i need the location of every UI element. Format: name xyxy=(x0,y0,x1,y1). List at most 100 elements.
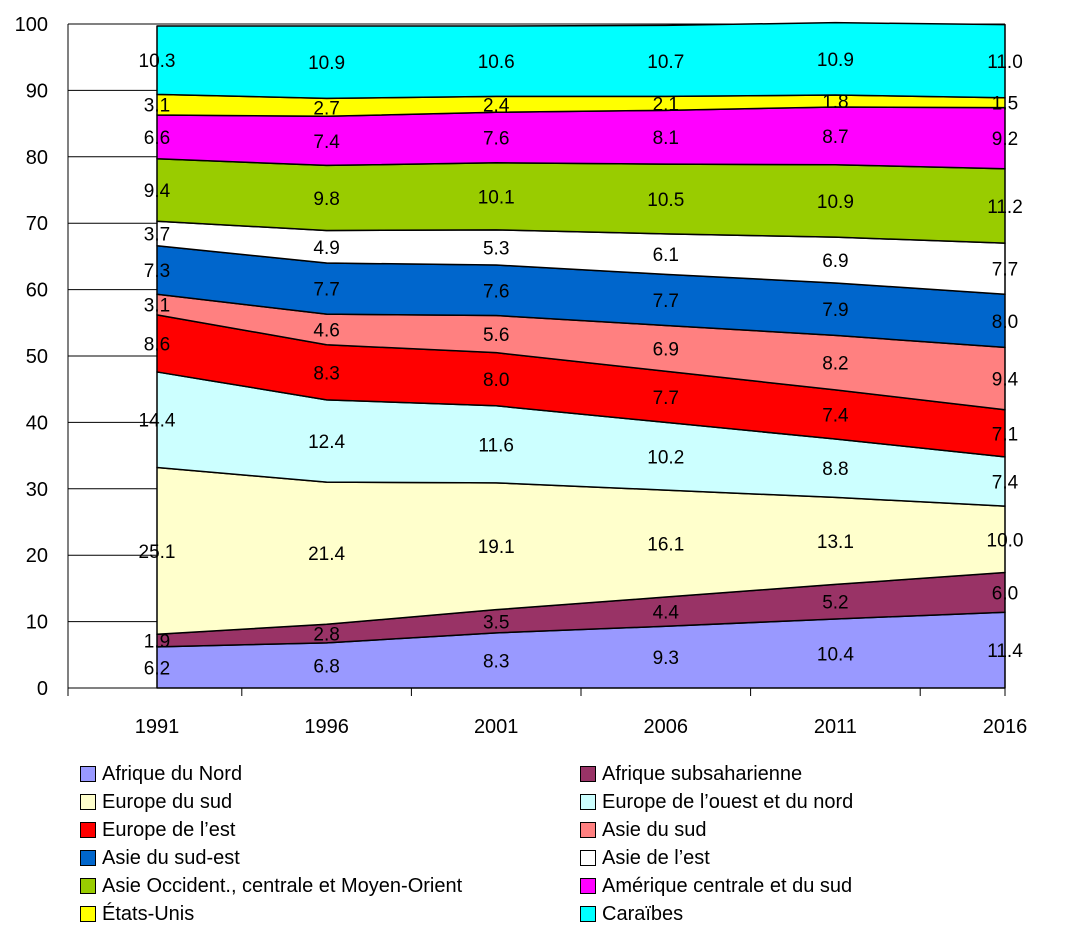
legend-item: Europe de l’est xyxy=(80,816,580,844)
data-label: 4.6 xyxy=(313,320,339,341)
legend-item: Europe du sud xyxy=(80,788,580,816)
legend-label: Asie du sud xyxy=(602,818,707,841)
legend-swatch xyxy=(580,794,596,810)
data-label: 10.7 xyxy=(647,52,684,73)
legend-swatch xyxy=(80,906,96,922)
data-label: 9.8 xyxy=(313,189,339,210)
legend-swatch xyxy=(80,878,96,894)
legend-swatch xyxy=(580,878,596,894)
data-label: 21.4 xyxy=(308,544,345,565)
data-label: 10.4 xyxy=(817,644,854,665)
data-label: 8.0 xyxy=(483,370,509,391)
legend-label: Europe de l’est xyxy=(102,818,236,841)
data-label: 10.5 xyxy=(647,190,684,211)
legend-swatch xyxy=(580,766,596,782)
data-label: 5.2 xyxy=(822,593,848,614)
data-label: 10.3 xyxy=(139,51,176,72)
legend-swatch xyxy=(80,766,96,782)
data-label: 7.7 xyxy=(992,260,1018,281)
x-tick-label-2001: 2001 xyxy=(474,716,519,738)
stacked-area-chart: 0 10 20 30 40 50 60 70 80 90 100 1991 1996 2001 2006 20… xyxy=(15,14,1028,738)
data-label: 10.9 xyxy=(817,192,854,213)
y-tick-label-50: 50 xyxy=(26,346,48,368)
data-label: 7.1 xyxy=(992,424,1018,445)
legend-label: Asie de l’est xyxy=(602,846,710,869)
data-label: 6.0 xyxy=(992,583,1018,604)
data-label: 8.7 xyxy=(822,127,848,148)
data-label: 7.4 xyxy=(822,405,849,426)
y-tick-label-90: 90 xyxy=(26,80,48,102)
data-label: 19.1 xyxy=(478,537,515,558)
legend-swatch xyxy=(580,850,596,866)
data-label: 10.9 xyxy=(817,50,854,71)
data-label: 1.8 xyxy=(822,92,848,113)
legend-swatch xyxy=(80,850,96,866)
data-label: 7.7 xyxy=(653,291,679,312)
data-label: 8.3 xyxy=(483,651,509,672)
data-label: 11.0 xyxy=(987,52,1023,73)
data-label: 8.0 xyxy=(992,312,1018,333)
data-label: 9.4 xyxy=(144,181,171,202)
y-tick-label-100: 100 xyxy=(15,14,48,36)
data-label: 8.8 xyxy=(822,459,848,480)
data-label: 9.4 xyxy=(992,370,1019,391)
legend-label: Caraïbes xyxy=(602,902,684,925)
chart-legend: Afrique du Nord Afrique subsaharienne Euro… xyxy=(80,760,1060,928)
data-label: 3.7 xyxy=(144,224,170,245)
legend-item: Asie du sud-est xyxy=(80,844,580,872)
x-tick-label-2016: 2016 xyxy=(983,716,1028,738)
data-label: 1.9 xyxy=(144,632,170,653)
legend-label: Afrique subsaharienne xyxy=(602,762,803,785)
data-label: 3.1 xyxy=(144,296,170,317)
data-label: 8.6 xyxy=(144,334,170,355)
y-tick-label-80: 80 xyxy=(26,147,48,169)
data-label: 2.8 xyxy=(313,625,339,646)
legend-item: Caraïbes xyxy=(580,900,1060,928)
x-tick-label-1996: 1996 xyxy=(304,716,349,738)
y-tick-label-40: 40 xyxy=(26,412,48,434)
data-label: 7.3 xyxy=(144,261,170,282)
legend-label: Afrique du Nord xyxy=(102,762,243,785)
legend-swatch xyxy=(80,822,96,838)
data-label: 8.3 xyxy=(313,363,339,384)
data-label: 7.6 xyxy=(483,281,509,302)
legend-label: Amérique centrale et du sud xyxy=(602,874,853,897)
legend-swatch xyxy=(80,794,96,810)
data-label: 6.9 xyxy=(822,251,848,272)
data-label: 2.4 xyxy=(483,95,510,116)
data-label: 9.2 xyxy=(992,129,1018,150)
data-label: 4.4 xyxy=(653,603,680,624)
data-label: 8.1 xyxy=(653,128,679,149)
data-label: 10.6 xyxy=(478,52,515,73)
x-tick-label-2011: 2011 xyxy=(814,716,857,738)
legend-label: Europe de l’ouest et du nord xyxy=(602,790,854,813)
data-label: 13.1 xyxy=(817,532,854,553)
data-label: 7.4 xyxy=(992,472,1019,493)
legend-item: États-Unis xyxy=(80,900,580,928)
data-label: 7.4 xyxy=(313,132,340,153)
legend-item: Europe de l’ouest et du nord xyxy=(580,788,1060,816)
data-label: 10.0 xyxy=(987,530,1024,551)
area-11 xyxy=(156,21,1006,100)
y-tick-label-20: 20 xyxy=(26,545,48,567)
legend-swatch xyxy=(580,906,596,922)
legend-item: Afrique subsaharienne xyxy=(580,760,1060,788)
data-label: 11.4 xyxy=(987,641,1023,662)
data-label: 2.7 xyxy=(313,98,339,119)
data-label: 25.1 xyxy=(139,542,176,563)
data-label: 10.9 xyxy=(308,53,345,74)
legend-item: Asie Occident., centrale et Moyen-Orient xyxy=(80,872,580,900)
legend-item: Asie de l’est xyxy=(580,844,1060,872)
legend-swatch xyxy=(580,822,596,838)
data-label: 3.5 xyxy=(483,612,509,633)
data-label: 8.2 xyxy=(822,354,848,375)
y-tick-label-10: 10 xyxy=(26,612,48,634)
data-label: 2.1 xyxy=(653,94,679,115)
data-label: 11.2 xyxy=(987,197,1023,218)
legend-label: États-Unis xyxy=(102,902,195,925)
legend-label: Asie du sud-est xyxy=(102,846,240,869)
data-label: 12.4 xyxy=(308,432,345,453)
x-tick-label-1991: 1991 xyxy=(135,716,180,738)
legend-item: Afrique du Nord xyxy=(80,760,580,788)
legend-label: Europe du sud xyxy=(102,790,233,813)
